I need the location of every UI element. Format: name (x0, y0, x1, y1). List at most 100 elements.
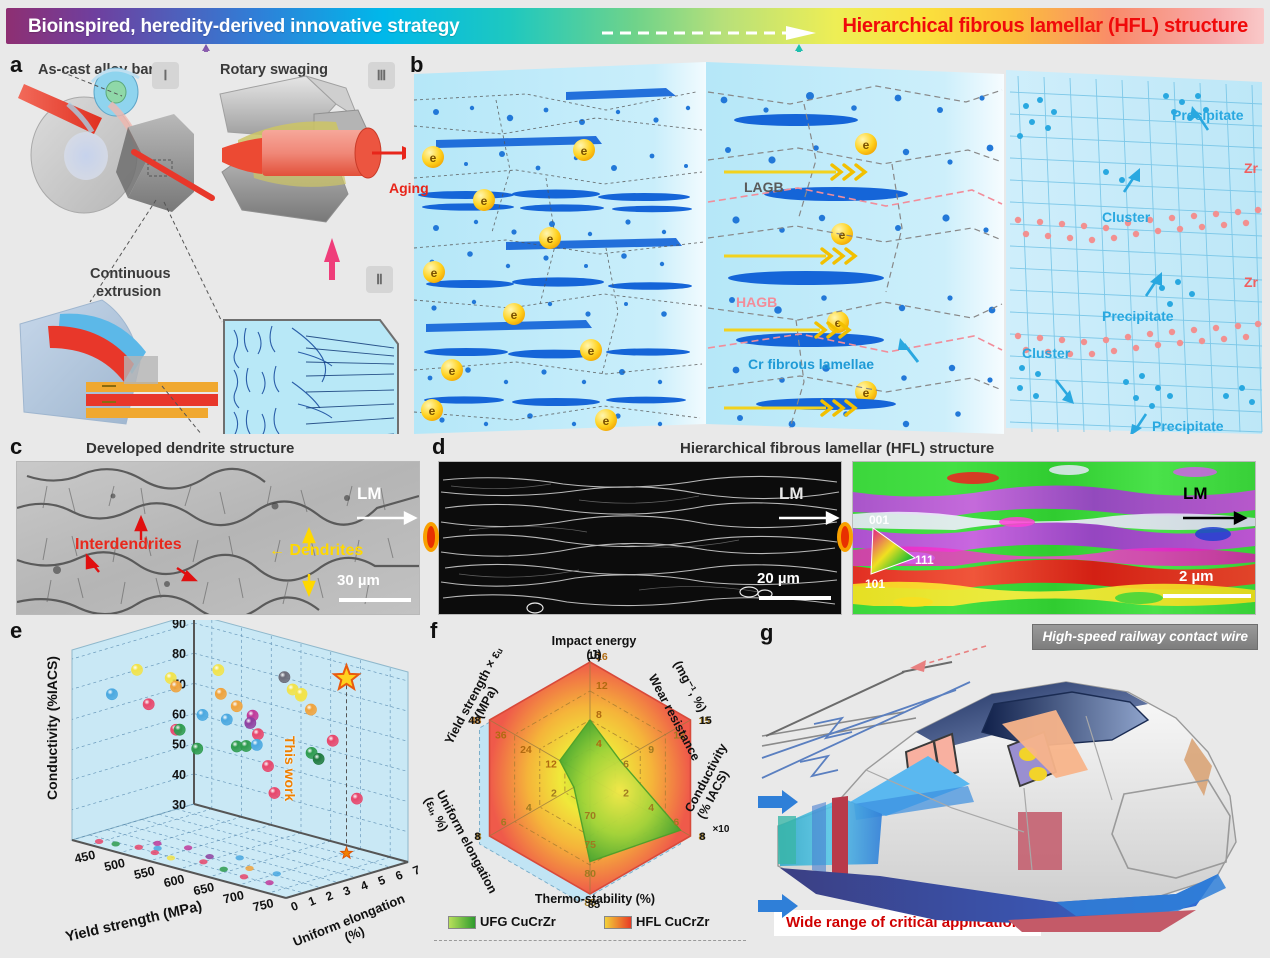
panel-c-title: Developed dendrite structure (86, 440, 295, 457)
svg-text:12: 12 (596, 680, 608, 692)
legend-swatch-hfl (604, 916, 632, 929)
svg-text:8: 8 (474, 831, 480, 843)
wire-tag-badge: High-speed railway contact wire (1032, 624, 1258, 650)
svg-text:8: 8 (699, 831, 705, 843)
svg-text:15: 15 (698, 715, 710, 727)
panel-g-label: g (760, 620, 774, 645)
svg-text:0: 0 (289, 898, 301, 914)
hfl-dark-micrograph-art (439, 462, 841, 614)
panel-f: f 4 8 12 16 6 9 12 15 2 4 6 8 70 75 80 85 2 4 6 8 12 24 36 48 16… (421, 618, 756, 954)
svg-text:75: 75 (584, 839, 596, 851)
svg-text:e: e (430, 151, 437, 165)
svg-text:650: 650 (192, 880, 216, 898)
svg-text:80: 80 (584, 868, 596, 880)
svg-text:e: e (449, 364, 456, 378)
panel-f-label: f (430, 618, 438, 643)
panel-f-divider (434, 940, 746, 941)
svg-text:12: 12 (545, 759, 557, 771)
banner-right-text: Hierarchical fibrous lamellar (HFL) stru… (842, 15, 1248, 37)
transition-marker-1-icon (423, 522, 439, 552)
svg-text:1: 1 (306, 893, 318, 909)
panel-a-schematic (18, 67, 406, 434)
svg-text:12: 12 (673, 730, 685, 742)
electron-markers: e e e e e e e e e e e e e e (421, 133, 877, 431)
svg-text:90: 90 (172, 620, 186, 631)
svg-text:111: 111 (915, 553, 934, 567)
cluster-label-2: Cluster (1022, 345, 1071, 361)
aging-label: Aging (389, 180, 429, 196)
lagb-label: LAGB (744, 179, 784, 195)
svg-text:5: 5 (376, 873, 388, 889)
svg-text:2: 2 (551, 788, 557, 800)
step-roman-II: Ⅱ (366, 266, 393, 293)
svg-text:48: 48 (468, 715, 480, 727)
this-work-annotation: This work (282, 736, 298, 802)
svg-text:e: e (481, 194, 488, 208)
svg-text:101: 101 (865, 577, 885, 591)
svg-text:4: 4 (526, 802, 532, 814)
svg-text:6: 6 (623, 759, 629, 771)
svg-text:001: 001 (869, 513, 889, 527)
svg-text:9: 9 (648, 744, 654, 756)
svg-text:2: 2 (324, 888, 336, 904)
panel-e: e 30405060708090450500550600650700750012… (6, 620, 426, 954)
svg-text:70: 70 (584, 810, 596, 822)
cr-fibrous-lamellae-label: Cr fibrous lamellae (748, 356, 875, 372)
panel-c: c Developed dendrite structure (6, 436, 426, 618)
dashed-arrow-right-icon (602, 26, 816, 40)
svg-text:85: 85 (588, 899, 600, 911)
panel-d-technique-right: LM (1183, 484, 1208, 503)
svg-text:16: 16 (596, 651, 608, 663)
blue-arrow-right-icon (758, 790, 798, 918)
zr-label-1: Zr (1244, 160, 1258, 176)
radar-axis-label-impact: Impact energy (J) (551, 634, 637, 662)
zr-label-2: Zr (1244, 274, 1258, 290)
panel-g: g High-speed railway contact wire Wide r… (756, 620, 1264, 954)
svg-text:50: 50 (172, 738, 186, 752)
svg-text:40: 40 (172, 768, 186, 782)
legend-label-hfl: HFL CuCrZr (636, 914, 710, 929)
svg-text:×10: ×10 (712, 824, 729, 835)
svg-text:600: 600 (162, 872, 186, 890)
svg-text:550: 550 (133, 864, 157, 882)
panel-c-scalebar-text: 30 µm (337, 572, 380, 589)
svg-text:700: 700 (222, 888, 246, 906)
panel-d-label: d (432, 434, 446, 459)
svg-text:e: e (429, 404, 436, 418)
svg-text:750: 750 (252, 896, 276, 914)
svg-text:16: 16 (588, 650, 600, 662)
panel-d-ebsd-map: 001 111 101 LM 2 µm (852, 461, 1256, 615)
svg-text:60: 60 (172, 708, 186, 722)
continuous-extrusion-label-l2: extrusion (96, 284, 162, 300)
panel-c-label: c (10, 434, 23, 459)
legend-swatch-ufg (448, 916, 476, 929)
svg-text:500: 500 (103, 856, 127, 874)
svg-text:3: 3 (341, 883, 353, 899)
cluster-label-1: Cluster (1102, 209, 1151, 225)
step-roman-I: Ⅰ (152, 62, 179, 89)
hagb-label: HAGB (736, 294, 778, 310)
panel-g-train-illustration (758, 645, 1237, 932)
panel-e-label: e (10, 618, 23, 643)
panel-c-scalebar (339, 598, 411, 602)
ebsd-ipf-map-art: 001 111 101 (853, 462, 1255, 614)
panel-d-technique-left: LM (779, 484, 804, 503)
panel-c-micrograph: Interdendrites ← Dendrites LM 30 µm (16, 461, 420, 615)
panel-d-lm-micrograph: LM 20 µm (438, 461, 842, 615)
svg-text:e: e (588, 344, 595, 358)
panel-b-schematic: e e e e e e e e e e e e e e (413, 62, 1263, 434)
precipitate-label-2: Precipitate (1102, 308, 1174, 324)
rotary-swaging-label: Rotary swaging (220, 62, 328, 78)
svg-text:e: e (431, 266, 438, 280)
panel-d: d Hierarchical fibrous lamellar (HFL) st… (423, 434, 1264, 618)
panel-e-zaxis-label: Conductivity (%IACS) (43, 656, 60, 800)
svg-text:8: 8 (596, 709, 602, 721)
top-banner: Bioinspired, heredity-derived innovative… (6, 8, 1264, 44)
svg-text:e: e (863, 386, 870, 400)
step-roman-III: Ⅲ (368, 62, 395, 89)
panel-d-scalebar-right (1163, 594, 1251, 598)
svg-text:450: 450 (73, 848, 97, 866)
svg-text:4: 4 (648, 802, 654, 814)
banner-left-text: Bioinspired, heredity-derived innovative… (28, 16, 460, 37)
